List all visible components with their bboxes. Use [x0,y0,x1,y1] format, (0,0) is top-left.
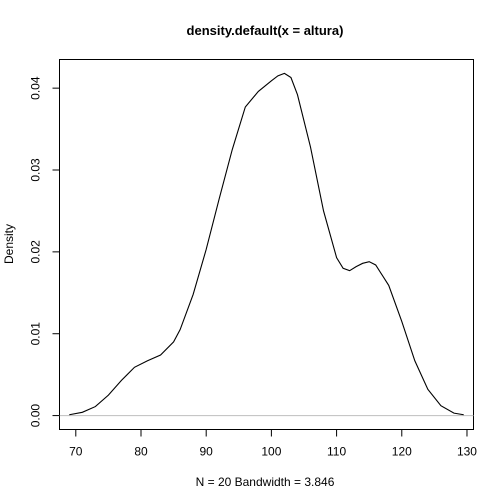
y-tick-label: 0.04 [29,76,43,100]
plot-area [60,73,474,415]
plot-box [60,60,474,430]
x-tick-label: 70 [69,445,83,459]
y-axis-label: Density [2,224,16,264]
density-line [69,73,463,414]
y-tick-label: 0.02 [29,240,43,264]
x-tick-label: 100 [261,445,281,459]
y-tick-label: 0.00 [29,404,43,428]
x-tick-label: 130 [457,445,477,459]
x-tick-label: 110 [327,445,346,459]
x-tick-label: 120 [392,445,412,459]
chart-title: density.default(x = altura) [187,23,344,38]
x-axis: 70 80 90 100 110 120 130 [69,430,477,459]
x-tick-label: 80 [134,445,148,459]
x-tick-label: 90 [200,445,214,459]
y-tick-label: 0.01 [29,322,43,346]
y-tick-label: 0.03 [29,158,43,182]
x-axis-label: N = 20 Bandwidth = 3.846 [196,475,335,489]
y-axis: 0.00 0.01 0.02 0.03 0.04 [29,76,60,427]
